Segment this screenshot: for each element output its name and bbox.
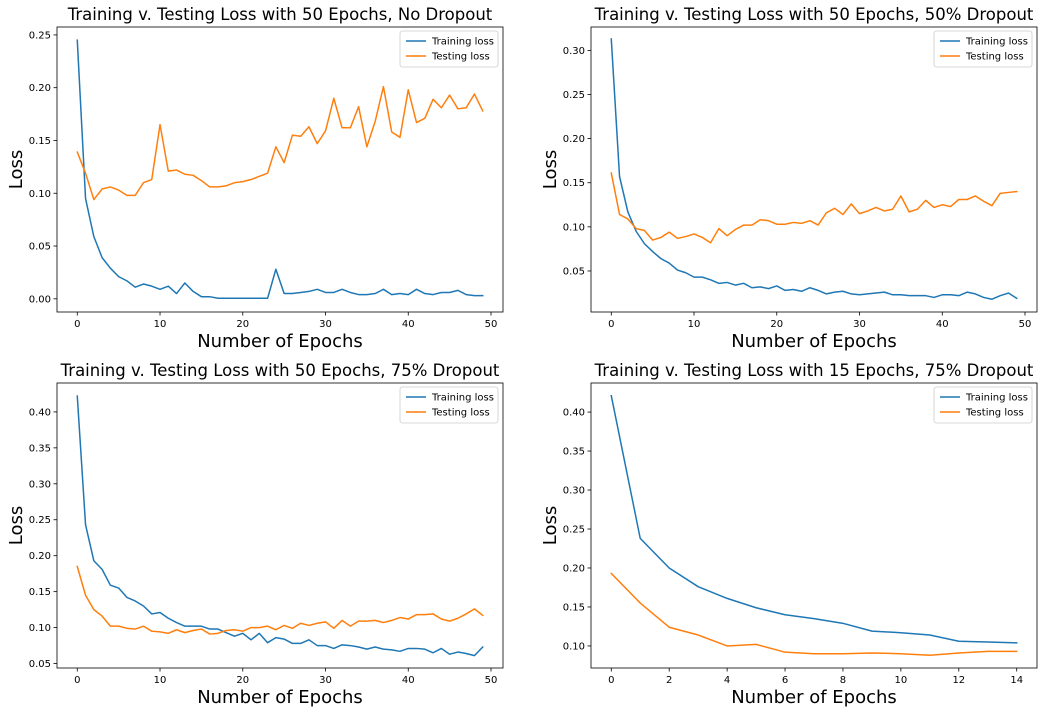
x-tick-label: 50 <box>485 319 498 330</box>
x-tick-label: 8 <box>840 675 846 686</box>
y-tick-label: 0.20 <box>29 83 51 94</box>
x-tick-label: 10 <box>154 675 167 686</box>
y-tick-label: 0.40 <box>29 407 51 418</box>
y-tick-label: 0.15 <box>29 587 51 598</box>
x-tick-label: 30 <box>319 319 332 330</box>
chart-panel-50pct-dropout: 0 10 20 30 40 50 0.05 0.10 0.15 0.20 0.25 0.30 Train… <box>540 5 1038 352</box>
x-tick-label: 10 <box>895 675 908 686</box>
legend-box <box>399 30 499 68</box>
y-tick-label: 0.25 <box>563 90 585 101</box>
y-axis-label: Loss <box>540 506 561 545</box>
y-tick-label: 0.30 <box>29 479 51 490</box>
y-tick-label: 0.40 <box>563 408 585 419</box>
testing-loss-line <box>610 572 1018 657</box>
training-loss-line <box>76 395 484 657</box>
legend-label-testing: Testing loss <box>965 408 1024 419</box>
legend: Training loss Testing loss <box>933 30 1033 68</box>
x-tick-label: 0 <box>608 319 614 330</box>
y-tick-label: 0.25 <box>29 515 51 526</box>
y-tick-label: 0.10 <box>29 189 51 200</box>
x-tick-label: 0 <box>74 319 80 330</box>
x-axis-label: Number of Epochs <box>731 331 897 352</box>
x-tick-label: 40 <box>402 675 415 686</box>
chart-panel-75pct-dropout-15-epochs: 0 2 4 6 8 10 12 14 0.10 0.15 0.20 0.25 0.30 0.35 0.40 T… <box>540 361 1038 708</box>
y-axis-label: Loss <box>6 506 27 545</box>
x-tick-label: 20 <box>770 319 783 330</box>
chart-title-75pct-dropout-50ep: Training v. Testing Loss with 50 Epochs,… <box>60 361 500 380</box>
y-axis-label: Loss <box>540 150 561 189</box>
x-tick-label: 30 <box>319 675 332 686</box>
x-axis-label: Number of Epochs <box>197 331 363 352</box>
y-tick-label: 0.25 <box>563 525 585 536</box>
x-tick-label: 6 <box>782 675 788 686</box>
training-loss-line <box>610 394 1018 644</box>
y-tick-label: 0.05 <box>29 659 51 670</box>
y-tick-label: 0.00 <box>29 294 51 305</box>
x-tick-label: 4 <box>724 675 730 686</box>
legend-box <box>933 30 1033 68</box>
training-loss-line <box>76 39 484 300</box>
y-tick-label: 0.30 <box>563 46 585 57</box>
chart-title-75pct-dropout-15ep: Training v. Testing Loss with 15 Epochs,… <box>594 361 1034 380</box>
x-tick-label: 40 <box>402 319 415 330</box>
y-tick-label: 0.35 <box>29 443 51 454</box>
legend-box <box>933 386 1033 424</box>
y-tick-label: 0.20 <box>563 134 585 145</box>
legend-label-training: Training loss <box>431 37 494 48</box>
y-tick-label: 0.20 <box>563 563 585 574</box>
x-tick-label: 30 <box>853 319 866 330</box>
legend: Training loss Testing loss <box>399 30 499 68</box>
y-tick-label: 0.30 <box>563 486 585 497</box>
y-tick-label: 0.10 <box>563 641 585 652</box>
plot-area-frame <box>56 382 504 669</box>
y-tick-label: 0.35 <box>563 447 585 458</box>
y-tick-label: 0.10 <box>29 623 51 634</box>
chart-panel-no-dropout: 0 10 20 30 40 50 0.00 0.05 0.10 0.15 0.20 0.25 Train… <box>6 5 504 352</box>
y-axis-label: Loss <box>6 150 27 189</box>
x-axis-label: Number of Epochs <box>731 687 897 708</box>
legend-label-testing: Testing loss <box>431 408 490 419</box>
testing-loss-line <box>76 565 484 635</box>
plot-area-frame <box>590 382 1038 669</box>
x-tick-label: 12 <box>952 675 965 686</box>
chart-title-50pct-dropout: Training v. Testing Loss with 50 Epochs,… <box>594 5 1034 24</box>
y-tick-label: 0.05 <box>563 266 585 277</box>
legend: Training loss Testing loss <box>399 386 499 424</box>
x-tick-label: 50 <box>1019 319 1032 330</box>
x-tick-label: 2 <box>666 675 672 686</box>
plot-area-frame <box>590 26 1038 313</box>
y-tick-label: 0.10 <box>563 222 585 233</box>
x-tick-label: 0 <box>74 675 80 686</box>
y-tick-label: 0.15 <box>563 178 585 189</box>
y-tick-label: 0.15 <box>563 602 585 613</box>
y-tick-label: 0.15 <box>29 136 51 147</box>
chart-title-no-dropout: Training v. Testing Loss with 50 Epochs,… <box>67 5 493 24</box>
legend-label-testing: Testing loss <box>965 52 1024 63</box>
y-tick-label: 0.20 <box>29 551 51 562</box>
testing-loss-line <box>610 172 1018 244</box>
plot-area-frame <box>56 26 504 313</box>
x-tick-label: 0 <box>608 675 614 686</box>
y-tick-label: 0.25 <box>29 30 51 41</box>
y-tick-label: 0.05 <box>29 242 51 253</box>
x-tick-label: 14 <box>1010 675 1023 686</box>
x-tick-label: 10 <box>688 319 701 330</box>
x-tick-label: 20 <box>236 319 249 330</box>
legend-box <box>399 386 499 424</box>
legend-label-training: Training loss <box>965 393 1028 404</box>
x-tick-label: 20 <box>236 675 249 686</box>
training-loss-line <box>610 38 1018 300</box>
testing-loss-line <box>76 85 484 201</box>
x-axis-label: Number of Epochs <box>197 687 363 708</box>
legend-label-training: Training loss <box>431 393 494 404</box>
legend-label-training: Training loss <box>965 37 1028 48</box>
x-tick-label: 40 <box>936 319 949 330</box>
legend: Training loss Testing loss <box>933 386 1033 424</box>
legend-label-testing: Testing loss <box>431 52 490 63</box>
chart-panel-75pct-dropout-50-epochs: 0 10 20 30 40 50 0.05 0.10 0.15 0.20 0.25 0.30 0.35 0… <box>6 361 504 708</box>
x-tick-label: 50 <box>485 675 498 686</box>
x-tick-label: 10 <box>154 319 167 330</box>
